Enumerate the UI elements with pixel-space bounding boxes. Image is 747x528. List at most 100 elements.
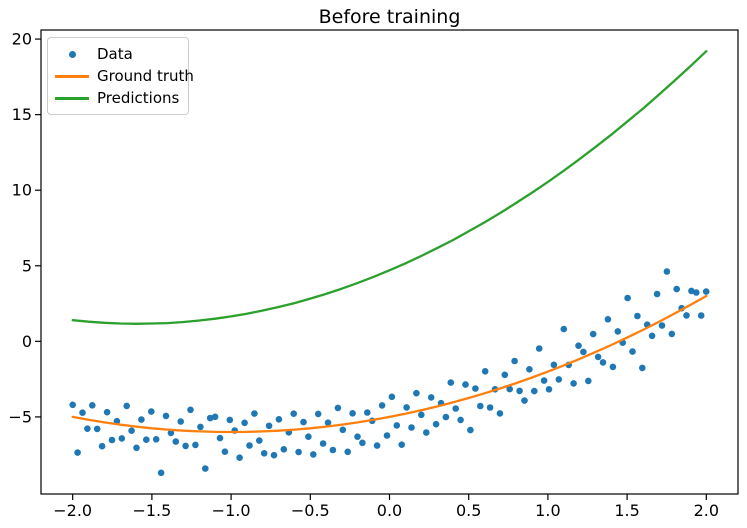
data-points — [69, 268, 710, 477]
data-point — [413, 389, 420, 397]
data-point — [614, 328, 622, 335]
data-point — [138, 416, 145, 423]
legend-label-data: Data — [97, 45, 133, 63]
data-point — [501, 371, 509, 379]
data-point — [697, 312, 705, 319]
data-point — [403, 404, 410, 411]
data-point — [148, 408, 155, 415]
data-point — [570, 380, 577, 387]
data-point — [378, 402, 386, 409]
legend: Data Ground truth Predictions — [47, 37, 194, 115]
data-point — [663, 268, 671, 275]
data-point — [162, 412, 170, 420]
x-tick-label: 0.0 — [377, 501, 402, 520]
data-point — [604, 316, 612, 323]
data-point — [79, 409, 86, 417]
data-point — [467, 426, 474, 434]
data-point — [251, 410, 258, 417]
data-point — [300, 418, 307, 426]
data-point — [589, 330, 597, 338]
data-point — [329, 446, 337, 454]
data-point — [255, 437, 263, 444]
data-point — [197, 423, 204, 431]
data-point — [74, 449, 81, 456]
data-point — [668, 330, 676, 338]
data-point — [260, 450, 268, 457]
data-point — [423, 429, 430, 436]
data-point — [152, 436, 160, 443]
x-tick-label: −2.0 — [53, 501, 92, 520]
data-point — [187, 406, 194, 414]
data-point — [585, 377, 592, 385]
data-point — [462, 381, 469, 388]
data-point — [609, 363, 617, 371]
data-point — [202, 465, 209, 472]
data-point — [702, 288, 710, 295]
ground-truth-line-icon — [55, 74, 89, 78]
legend-item-predictions: Predictions — [55, 87, 188, 109]
data-point — [511, 357, 518, 365]
data-point — [516, 387, 523, 395]
data-point — [427, 394, 435, 401]
x-tick-label: 0.5 — [456, 501, 481, 520]
data-point — [314, 410, 322, 418]
data-point — [216, 434, 224, 442]
predictions-line-icon — [55, 96, 89, 100]
data-point — [432, 420, 440, 428]
data-point — [192, 441, 199, 449]
data-point — [89, 402, 96, 409]
data-point — [334, 404, 342, 412]
data-point — [128, 427, 135, 435]
data-point — [118, 435, 126, 442]
data-point — [69, 401, 76, 409]
data-point — [408, 424, 415, 431]
data-point — [683, 312, 690, 319]
data-point — [383, 432, 391, 439]
data-point — [310, 451, 317, 458]
x-tick-label: 1.0 — [535, 501, 560, 520]
data-point — [133, 444, 140, 452]
data-point — [211, 413, 219, 421]
data-point — [84, 425, 91, 433]
x-tick-label: −1.0 — [212, 501, 251, 520]
legend-item-ground-truth: Ground truth — [55, 65, 194, 87]
data-point — [599, 359, 607, 366]
data-point — [673, 285, 680, 293]
data-point — [457, 416, 464, 424]
data-point — [182, 442, 189, 450]
data-point — [265, 422, 273, 430]
data-point — [280, 446, 288, 453]
data-point — [359, 439, 366, 447]
data-point — [560, 325, 568, 333]
data-point — [481, 368, 489, 375]
data-point — [486, 404, 494, 411]
y-tick-label: 15 — [12, 105, 32, 124]
data-point — [452, 405, 460, 412]
ground-truth-curve — [71, 294, 708, 434]
data-point — [305, 433, 312, 441]
data-point — [496, 410, 504, 417]
data-point — [531, 387, 538, 395]
data-point — [634, 312, 641, 320]
y-tick-label: 0 — [22, 332, 32, 351]
data-point — [344, 448, 352, 456]
data-point — [388, 393, 396, 401]
data-point — [157, 469, 165, 477]
data-point — [594, 353, 602, 361]
legend-item-data: Data — [55, 43, 188, 65]
data-point — [241, 419, 248, 427]
x-tick-label: 1.5 — [614, 501, 639, 520]
data-point — [526, 366, 533, 373]
predictions-curve — [71, 50, 708, 325]
data-point — [108, 436, 116, 444]
data-point — [555, 376, 563, 383]
data-point — [550, 361, 558, 369]
data-point — [477, 402, 484, 410]
data-point — [624, 294, 631, 302]
data-point — [648, 332, 656, 340]
data-point — [295, 448, 302, 456]
data-point — [629, 348, 636, 355]
data-point — [246, 442, 253, 449]
data-point — [393, 422, 401, 429]
